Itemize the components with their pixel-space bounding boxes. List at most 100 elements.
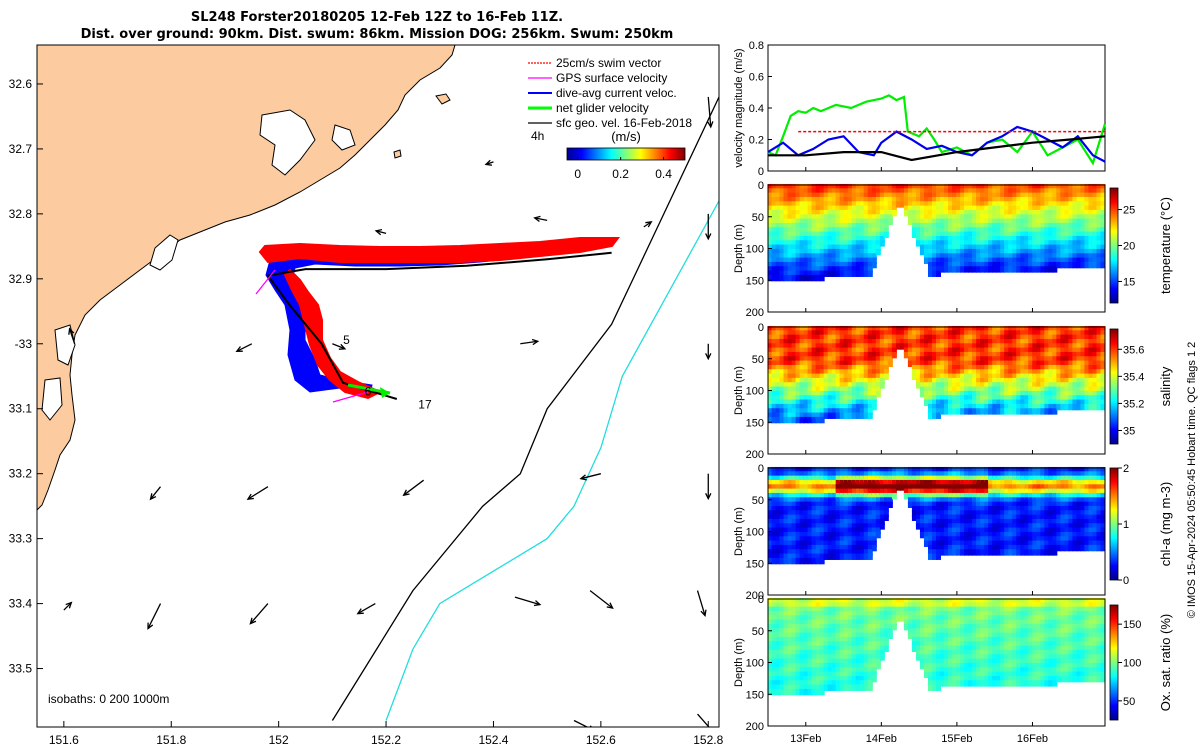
- salinity-cell: [996, 351, 1002, 359]
- salinity-cell: [956, 395, 962, 402]
- temperature-cell: [1000, 183, 1006, 191]
- salinity-cell: [863, 351, 869, 359]
- chla-cell: [1004, 484, 1010, 491]
- salinity-cell: [791, 408, 797, 415]
- chla-cell: [1096, 540, 1102, 547]
- chla-cell: [988, 544, 994, 552]
- salinity-cell: [1012, 408, 1018, 415]
- chla-cell: [1068, 531, 1074, 539]
- chla-cell: [843, 497, 849, 504]
- salinity-cell: [823, 369, 829, 376]
- salinity-cell: [1032, 377, 1038, 385]
- temperature-cell: [1060, 253, 1066, 260]
- chla-cell: [1004, 479, 1010, 487]
- salinity-cell: [779, 382, 785, 389]
- chla-cell: [799, 488, 805, 496]
- temperature-cell: [807, 205, 813, 213]
- temperature-cell: [879, 188, 885, 195]
- temperature-cell: [867, 205, 873, 213]
- chla-cell: [871, 518, 877, 526]
- salinity-cell: [815, 325, 821, 333]
- chla-cell: [1032, 549, 1038, 556]
- current-vector-head: [235, 346, 243, 352]
- chla-cell: [1068, 540, 1074, 547]
- temperature-cell: [1068, 235, 1074, 243]
- salinity-cell: [807, 351, 813, 359]
- temperature-cell: [1024, 244, 1030, 251]
- temperature-cell: [1040, 214, 1046, 221]
- temperature-cell: [1008, 261, 1014, 269]
- chla-cell: [1096, 492, 1102, 500]
- salinity-cell: [887, 334, 893, 342]
- chla-cell: [1084, 475, 1090, 483]
- temperature-cell: [1016, 218, 1022, 226]
- temperature-cell: [972, 235, 978, 243]
- salinity-cell: [1048, 360, 1054, 368]
- salinity-cell: [1000, 377, 1006, 385]
- temperature-cell: [1084, 214, 1090, 221]
- chla-cell: [992, 514, 998, 521]
- chla-cell: [1008, 544, 1014, 552]
- temperature-cell: [976, 209, 982, 217]
- temperature-cell: [819, 192, 825, 200]
- temperature-cell: [851, 231, 857, 238]
- velocity-panel: 00.20.40.60.8 velocity magnitude (m/s): [733, 40, 1107, 178]
- temperature-cell: [976, 266, 982, 273]
- temperature-cell: [879, 196, 885, 204]
- chla-cell: [1068, 497, 1074, 504]
- temperature-cell: [851, 261, 857, 269]
- chla-cell: [847, 544, 853, 552]
- temperature-cell: [827, 240, 833, 247]
- salinity-cell: [843, 373, 849, 380]
- temperature-cell: [791, 218, 797, 226]
- chla-cell: [919, 471, 925, 478]
- chla-cell: [936, 540, 942, 547]
- salinity-cell: [831, 377, 837, 385]
- salinity-cell: [871, 373, 877, 380]
- salinity-cell: [795, 390, 801, 398]
- chla-cell: [831, 536, 837, 543]
- salinity-cell: [1028, 395, 1034, 402]
- chla-cell: [1000, 514, 1006, 521]
- chla-cell: [843, 488, 849, 496]
- temperature-cell: [867, 209, 873, 217]
- salinity-cell: [944, 347, 950, 355]
- chla-cell: [819, 466, 825, 474]
- temperature-cell: [940, 205, 946, 213]
- chla-cell: [803, 466, 809, 474]
- temperature-cell: [964, 188, 970, 195]
- legend-note: 4h: [531, 129, 544, 143]
- chla-cell: [1016, 475, 1022, 483]
- chla-cell: [827, 501, 833, 509]
- salinity-cell: [811, 360, 817, 368]
- temperature-cell: [787, 188, 793, 195]
- salinity-cell: [976, 347, 982, 355]
- temperature-cell: [919, 218, 925, 226]
- temperature-cell: [1068, 218, 1074, 226]
- chla-cell: [996, 518, 1002, 526]
- chla-cell: [767, 557, 773, 565]
- chla-cell: [811, 544, 817, 552]
- temperature-cell: [931, 205, 937, 213]
- temperature-cell: [1084, 218, 1090, 226]
- temperature-cell: [984, 209, 990, 217]
- chla-cell: [803, 471, 809, 478]
- temperature-cell: [952, 231, 958, 238]
- salinity-cell: [976, 369, 982, 376]
- temperature-cell: [847, 244, 853, 251]
- temperature-cell: [863, 209, 869, 217]
- salinity-cell: [771, 364, 777, 372]
- salinity-cell: [980, 330, 986, 337]
- salinity-cell: [1076, 377, 1082, 385]
- temperature-cell: [927, 209, 933, 217]
- temperature-cell: [799, 240, 805, 247]
- salinity-cell: [988, 399, 994, 406]
- temperature-cell: [968, 218, 974, 226]
- salinity-cell: [1032, 330, 1038, 337]
- salinity-cell: [907, 334, 913, 342]
- salinity-cell: [1008, 347, 1014, 355]
- chla-cell: [1016, 544, 1022, 552]
- chla-cell: [887, 488, 893, 496]
- chla-cell: [843, 540, 849, 547]
- temperature-cell: [1060, 214, 1066, 221]
